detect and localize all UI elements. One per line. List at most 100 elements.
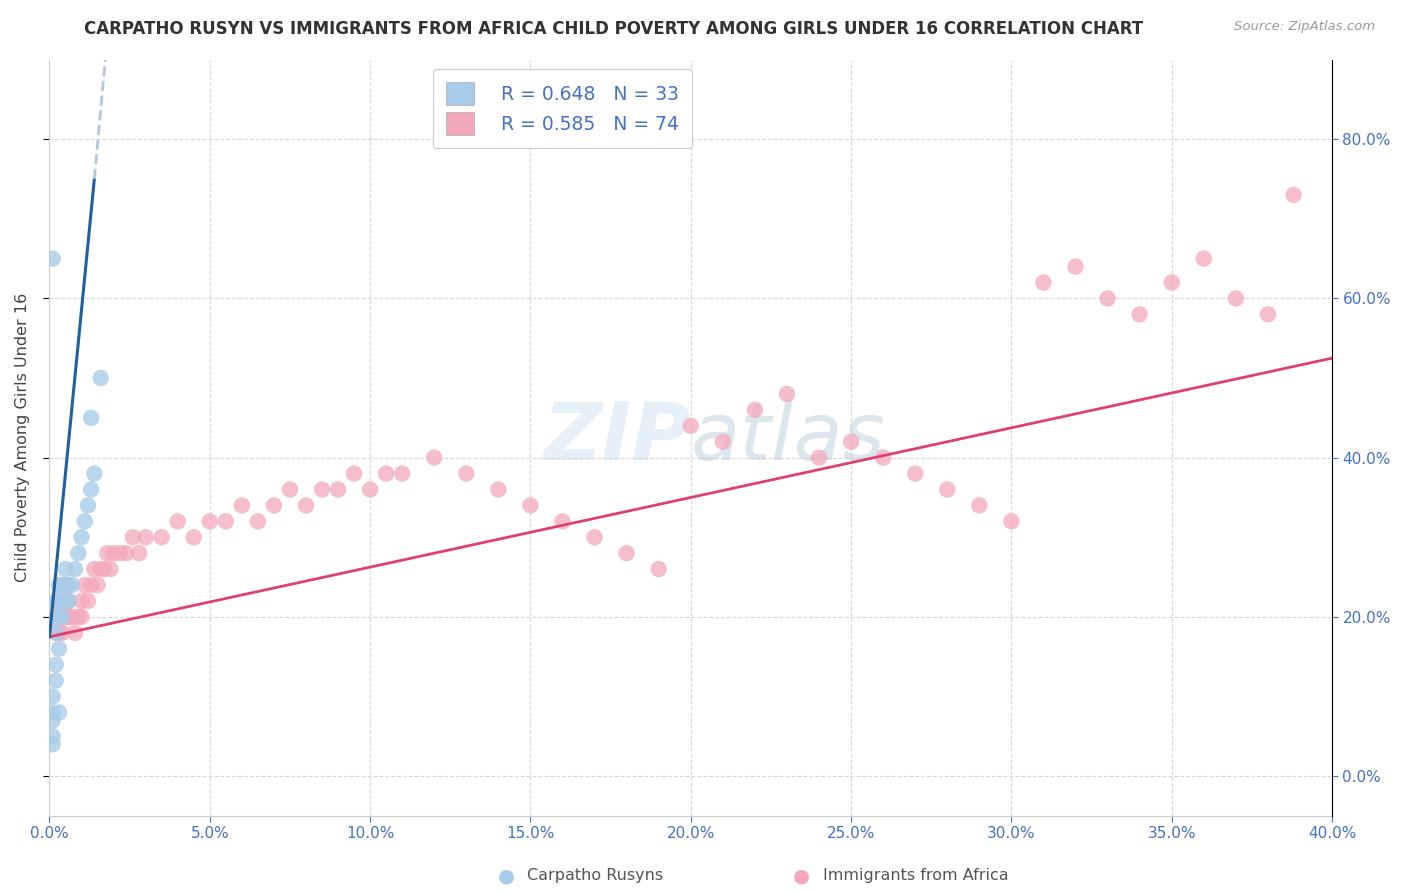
Text: Source: ZipAtlas.com: Source: ZipAtlas.com xyxy=(1234,20,1375,33)
Point xyxy=(776,387,799,401)
Point xyxy=(1282,188,1305,202)
Point xyxy=(45,673,67,688)
Point xyxy=(48,625,70,640)
Point xyxy=(1097,292,1119,306)
Point xyxy=(55,562,77,576)
Point xyxy=(45,625,67,640)
Point xyxy=(41,714,63,728)
Point xyxy=(295,499,318,513)
Point xyxy=(51,625,73,640)
Text: ZIP: ZIP xyxy=(543,399,690,476)
Point xyxy=(1032,276,1054,290)
Point xyxy=(343,467,366,481)
Point xyxy=(41,729,63,743)
Point xyxy=(1000,514,1022,528)
Point xyxy=(77,594,100,608)
Point xyxy=(48,641,70,656)
Point xyxy=(73,578,96,592)
Point xyxy=(41,690,63,704)
Text: Immigrants from Africa: Immigrants from Africa xyxy=(823,869,1008,883)
Point xyxy=(45,625,67,640)
Point xyxy=(41,610,63,624)
Point xyxy=(51,594,73,608)
Point xyxy=(183,530,205,544)
Point xyxy=(83,562,105,576)
Text: ●: ● xyxy=(793,866,810,886)
Point xyxy=(872,450,894,465)
Point xyxy=(121,530,143,544)
Point xyxy=(744,403,766,417)
Point xyxy=(70,594,93,608)
Point xyxy=(1064,260,1087,274)
Point xyxy=(86,578,108,592)
Text: Carpatho Rusyns: Carpatho Rusyns xyxy=(527,869,664,883)
Point xyxy=(647,562,669,576)
Point xyxy=(48,706,70,720)
Point xyxy=(55,578,77,592)
Legend:   R = 0.648   N = 33,   R = 0.585   N = 74: R = 0.648 N = 33, R = 0.585 N = 74 xyxy=(433,69,692,148)
Point xyxy=(55,594,77,608)
Point xyxy=(41,737,63,751)
Point xyxy=(70,530,93,544)
Point xyxy=(103,546,125,560)
Point xyxy=(936,483,959,497)
Point xyxy=(80,410,103,425)
Point xyxy=(711,434,734,449)
Point xyxy=(375,467,398,481)
Point xyxy=(679,418,702,433)
Point xyxy=(58,594,80,608)
Point xyxy=(128,546,150,560)
Point xyxy=(456,467,478,481)
Point xyxy=(51,578,73,592)
Point xyxy=(326,483,349,497)
Point xyxy=(1129,307,1152,321)
Y-axis label: Child Poverty Among Girls Under 16: Child Poverty Among Girls Under 16 xyxy=(15,293,30,582)
Text: CARPATHO RUSYN VS IMMIGRANTS FROM AFRICA CHILD POVERTY AMONG GIRLS UNDER 16 CORR: CARPATHO RUSYN VS IMMIGRANTS FROM AFRICA… xyxy=(84,20,1143,37)
Point xyxy=(58,578,80,592)
Point xyxy=(63,625,86,640)
Point xyxy=(263,499,285,513)
Point xyxy=(55,610,77,624)
Point xyxy=(969,499,991,513)
Point xyxy=(108,546,131,560)
Point xyxy=(48,610,70,624)
Point xyxy=(215,514,238,528)
Point xyxy=(115,546,138,560)
Point xyxy=(77,499,100,513)
Point xyxy=(60,610,83,624)
Point xyxy=(67,546,90,560)
Point xyxy=(41,706,63,720)
Point xyxy=(166,514,188,528)
Point xyxy=(67,610,90,624)
Point xyxy=(278,483,301,497)
Point xyxy=(583,530,606,544)
Point xyxy=(551,514,574,528)
Point xyxy=(73,514,96,528)
Point xyxy=(150,530,173,544)
Point xyxy=(98,562,121,576)
Point xyxy=(51,610,73,624)
Point xyxy=(423,450,446,465)
Point xyxy=(83,467,105,481)
Point xyxy=(70,610,93,624)
Point xyxy=(311,483,333,497)
Point xyxy=(58,610,80,624)
Point xyxy=(1257,307,1279,321)
Point xyxy=(96,546,118,560)
Point xyxy=(359,483,381,497)
Point xyxy=(90,371,112,385)
Point xyxy=(48,594,70,608)
Point xyxy=(58,594,80,608)
Point xyxy=(45,657,67,672)
Point xyxy=(63,562,86,576)
Point xyxy=(93,562,115,576)
Point xyxy=(1160,276,1182,290)
Point xyxy=(60,578,83,592)
Point xyxy=(45,610,67,624)
Text: atlas: atlas xyxy=(690,399,886,476)
Point xyxy=(391,467,413,481)
Point xyxy=(519,499,541,513)
Point xyxy=(231,499,253,513)
Point xyxy=(904,467,927,481)
Point xyxy=(41,252,63,266)
